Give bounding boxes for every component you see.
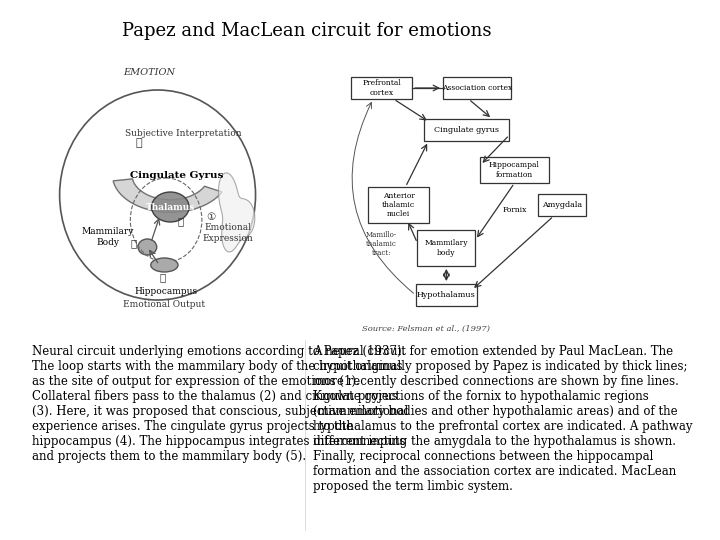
FancyBboxPatch shape — [415, 284, 477, 306]
Ellipse shape — [150, 258, 178, 272]
FancyBboxPatch shape — [480, 157, 549, 183]
FancyBboxPatch shape — [424, 119, 509, 141]
FancyBboxPatch shape — [443, 77, 511, 99]
Polygon shape — [218, 173, 255, 252]
Text: Mammilary
Body: Mammilary Body — [82, 227, 135, 247]
Text: Papez and MacLean circuit for emotions: Papez and MacLean circuit for emotions — [122, 22, 491, 40]
FancyBboxPatch shape — [351, 77, 413, 99]
Ellipse shape — [138, 239, 157, 255]
Text: Neural circuit underlying emotions according to Papez (1937).
The loop starts wi: Neural circuit underlying emotions accor… — [32, 345, 409, 463]
Text: Thalamus: Thalamus — [145, 202, 195, 212]
Text: Subjective Interpretation: Subjective Interpretation — [125, 129, 241, 138]
Text: Prefrontal
cortex: Prefrontal cortex — [362, 79, 401, 97]
Text: Mammilary
body: Mammilary body — [425, 239, 468, 256]
Text: ①: ① — [206, 212, 215, 222]
Text: EMOTION: EMOTION — [123, 68, 175, 77]
FancyBboxPatch shape — [539, 194, 586, 216]
Text: Emotional Output: Emotional Output — [123, 300, 205, 309]
Text: Mamillo-
thalamic
tract:: Mamillo- thalamic tract: — [366, 231, 397, 257]
Text: Emotional
Expression: Emotional Expression — [202, 224, 253, 242]
Text: Cingulate Gyrus: Cingulate Gyrus — [130, 171, 223, 179]
Text: Hippocampal
formation: Hippocampal formation — [489, 161, 540, 179]
Text: ⓤ: ⓤ — [130, 238, 137, 248]
Text: ⓣ: ⓣ — [160, 272, 166, 282]
Text: ⓡ: ⓡ — [177, 216, 184, 226]
Text: Association cortex: Association cortex — [442, 84, 512, 92]
FancyBboxPatch shape — [368, 187, 429, 223]
Polygon shape — [113, 179, 222, 212]
Text: Source: Felsman et al., (1997): Source: Felsman et al., (1997) — [362, 325, 490, 333]
Text: A neural circuit for emotion extended by Paul MacLean. The
circuit originally pr: A neural circuit for emotion extended by… — [313, 345, 693, 493]
Text: ⓢ: ⓢ — [135, 138, 142, 148]
Text: Cingulate gyrus: Cingulate gyrus — [434, 126, 499, 134]
Text: Anterior
thalamic
nuclei: Anterior thalamic nuclei — [382, 192, 415, 218]
FancyBboxPatch shape — [418, 230, 475, 266]
Text: Hippocampus: Hippocampus — [135, 287, 198, 296]
Text: Hypothalamus: Hypothalamus — [417, 291, 476, 299]
Text: Amygdala: Amygdala — [542, 201, 582, 209]
Ellipse shape — [152, 192, 189, 222]
Text: Fornix: Fornix — [503, 206, 527, 214]
